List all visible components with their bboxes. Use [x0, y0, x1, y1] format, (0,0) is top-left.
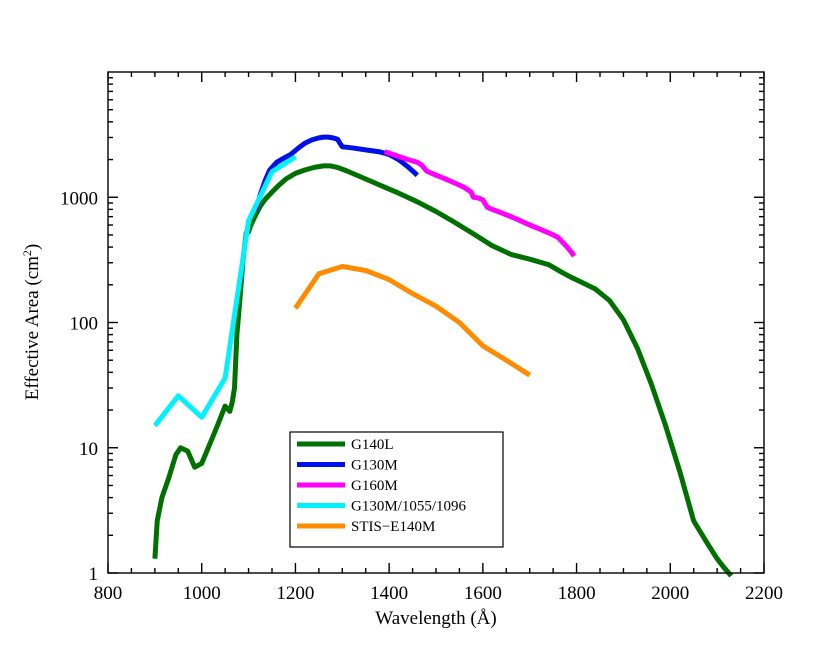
- legend-label: G130M/1055/1096: [351, 499, 467, 515]
- y-tick-label: 1: [89, 564, 99, 585]
- legend-item: G130M: [297, 458, 398, 474]
- legend-label: STIS−E140M: [351, 519, 435, 535]
- y-axis-title: Effective Area (cm2): [20, 244, 43, 401]
- legend-label: G130M: [351, 458, 398, 474]
- plot-frame: [107, 71, 765, 574]
- data-series: [152, 134, 734, 578]
- axis-ticks: [107, 72, 765, 574]
- y-tick-label: 10: [79, 439, 98, 460]
- y-axis-title-main: Effective Area (cm: [22, 256, 43, 400]
- legend-label: G140L: [351, 437, 394, 453]
- series-line-g140l: [152, 163, 734, 578]
- x-tick-label: 1400: [370, 583, 408, 604]
- x-axis-title: Wavelength (Å): [375, 608, 496, 629]
- x-tick-label: 1800: [558, 583, 596, 604]
- x-tick-label: 1600: [464, 583, 502, 604]
- series-line-g130m: [253, 134, 419, 212]
- series-line-g160m: [383, 149, 577, 258]
- legend: G140L G130M G160M G130M/1055/1096 STIS−E140M: [289, 431, 504, 548]
- x-tick-label: 1000: [183, 583, 221, 604]
- legend-item: G130M/1055/1096: [297, 499, 467, 515]
- x-tick-label: 2000: [651, 583, 689, 604]
- y-axis-title-close: ): [22, 244, 43, 250]
- legend-item: G140L: [297, 437, 394, 453]
- series-line-stis-e140m: [293, 264, 532, 378]
- x-tick-label: 1200: [276, 583, 314, 604]
- tick-labels: 800 1000 1200 1400 1600 1800 2000 2200 1 10 100 100…: [60, 188, 783, 604]
- y-tick-label: 100: [70, 314, 99, 335]
- legend-item: STIS−E140M: [297, 519, 435, 535]
- legend-label: G160M: [351, 478, 398, 494]
- y-tick-label: 1000: [60, 188, 98, 209]
- x-tick-label: 800: [94, 583, 123, 604]
- x-tick-label: 2200: [745, 583, 783, 604]
- series-line-g130m-1055-1096: [152, 154, 297, 428]
- legend-item: G160M: [297, 478, 398, 494]
- y-axis-title-superscript: 2: [20, 250, 34, 256]
